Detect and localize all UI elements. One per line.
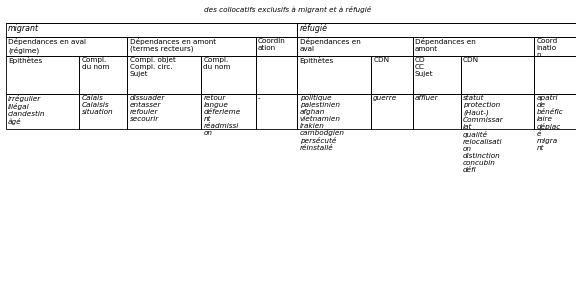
Text: CDN: CDN — [373, 57, 389, 63]
Text: Epithètes: Epithètes — [8, 57, 42, 64]
Bar — [371, 94, 412, 129]
Bar — [79, 56, 127, 94]
Bar — [6, 94, 79, 129]
Bar — [535, 56, 576, 94]
Bar — [297, 94, 371, 129]
Bar — [256, 56, 297, 94]
Text: Dépendances en amont
(termes recteurs): Dépendances en amont (termes recteurs) — [130, 38, 216, 52]
Text: -: - — [258, 95, 260, 101]
Bar — [127, 94, 201, 129]
Text: dissuader
entasser
refouler
secourir: dissuader entasser refouler secourir — [130, 95, 165, 122]
Bar — [127, 37, 256, 56]
Bar — [256, 37, 297, 56]
Text: Coord
inatio
n: Coord inatio n — [537, 38, 558, 58]
Bar — [461, 94, 535, 129]
Text: Dépendances en aval
(régime): Dépendances en aval (régime) — [8, 38, 86, 54]
Bar — [6, 23, 297, 37]
Text: apatri
de
bénéfic
iaire
déplac
é
migra
nt: apatri de bénéfic iaire déplac é migra n… — [537, 95, 563, 151]
Bar — [535, 94, 576, 129]
Text: Coordin
ation: Coordin ation — [258, 38, 286, 51]
Bar — [297, 56, 371, 94]
Text: réfugié: réfugié — [300, 24, 328, 33]
Bar — [412, 56, 461, 94]
Text: guerre: guerre — [373, 95, 397, 101]
Text: Compl.
du nom: Compl. du nom — [203, 57, 231, 70]
Bar — [412, 37, 535, 56]
Bar — [461, 56, 535, 94]
Bar — [79, 94, 127, 129]
Text: Calais
Calaisis
situation: Calais Calaisis situation — [82, 95, 113, 115]
Text: politique
palestinien
afghan
vietnamien
irakien
cambodgien
persécuté
réinstallé: politique palestinien afghan vietnamien … — [300, 95, 344, 151]
Text: statut
protection
(Haut-)
Commissar
iat
qualité
relocalisati
on
distinction
conc: statut protection (Haut-) Commissar iat … — [463, 95, 503, 173]
Text: CO
CC
Sujet: CO CC Sujet — [415, 57, 434, 77]
Text: Compl. objet
Compl. circ.
Sujet: Compl. objet Compl. circ. Sujet — [130, 57, 176, 77]
Bar — [297, 23, 576, 37]
Text: CDN: CDN — [463, 57, 479, 63]
Text: des collocatifs exclusifs à migrant et à réfugié: des collocatifs exclusifs à migrant et à… — [204, 6, 372, 13]
Text: Compl.
du nom: Compl. du nom — [82, 57, 109, 70]
Bar — [371, 56, 412, 94]
Text: Dépendances en
aval: Dépendances en aval — [300, 38, 361, 52]
Text: irrégulier
illégal
clandestin
âgé: irrégulier illégal clandestin âgé — [8, 95, 46, 125]
Bar — [6, 37, 127, 56]
Text: migrant: migrant — [8, 24, 39, 33]
Bar — [6, 56, 79, 94]
Bar — [201, 56, 256, 94]
Bar — [201, 94, 256, 129]
Text: affluer: affluer — [415, 95, 438, 101]
Bar — [535, 37, 576, 56]
Text: Dépendances en
amont: Dépendances en amont — [415, 38, 476, 52]
Bar — [412, 94, 461, 129]
Bar — [256, 94, 297, 129]
Text: retour
langue
déferleme
nt
réadmissi
on: retour langue déferleme nt réadmissi on — [203, 95, 241, 136]
Bar — [297, 37, 412, 56]
Text: Epithètes: Epithètes — [300, 57, 334, 64]
Bar — [127, 56, 201, 94]
